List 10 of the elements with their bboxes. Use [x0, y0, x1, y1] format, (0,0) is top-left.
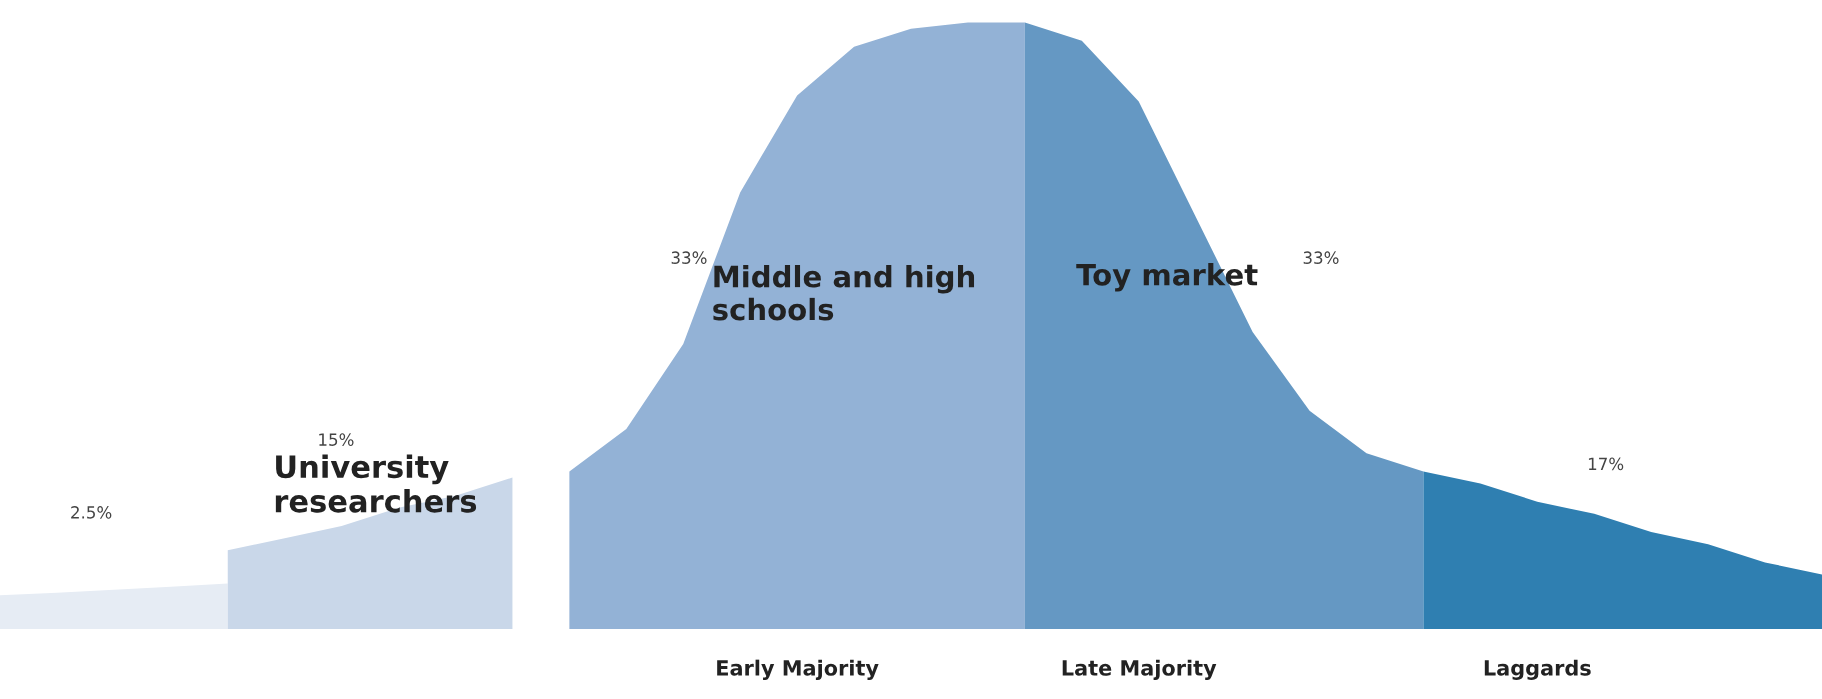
annotation: Middle and high schools	[713, 264, 975, 321]
annotation: 15%	[319, 433, 354, 446]
annotation: 33%	[1303, 251, 1339, 264]
x-tick-label: Late Majority	[1062, 659, 1217, 680]
annotation: 17%	[1588, 457, 1624, 471]
annotation: 2.5%	[71, 506, 112, 519]
annotation: 33%	[671, 251, 707, 264]
annotation: University researchers	[275, 454, 477, 513]
x-tick-label: Early Majority	[717, 659, 879, 680]
x-tick-label: Laggards	[1484, 659, 1591, 680]
